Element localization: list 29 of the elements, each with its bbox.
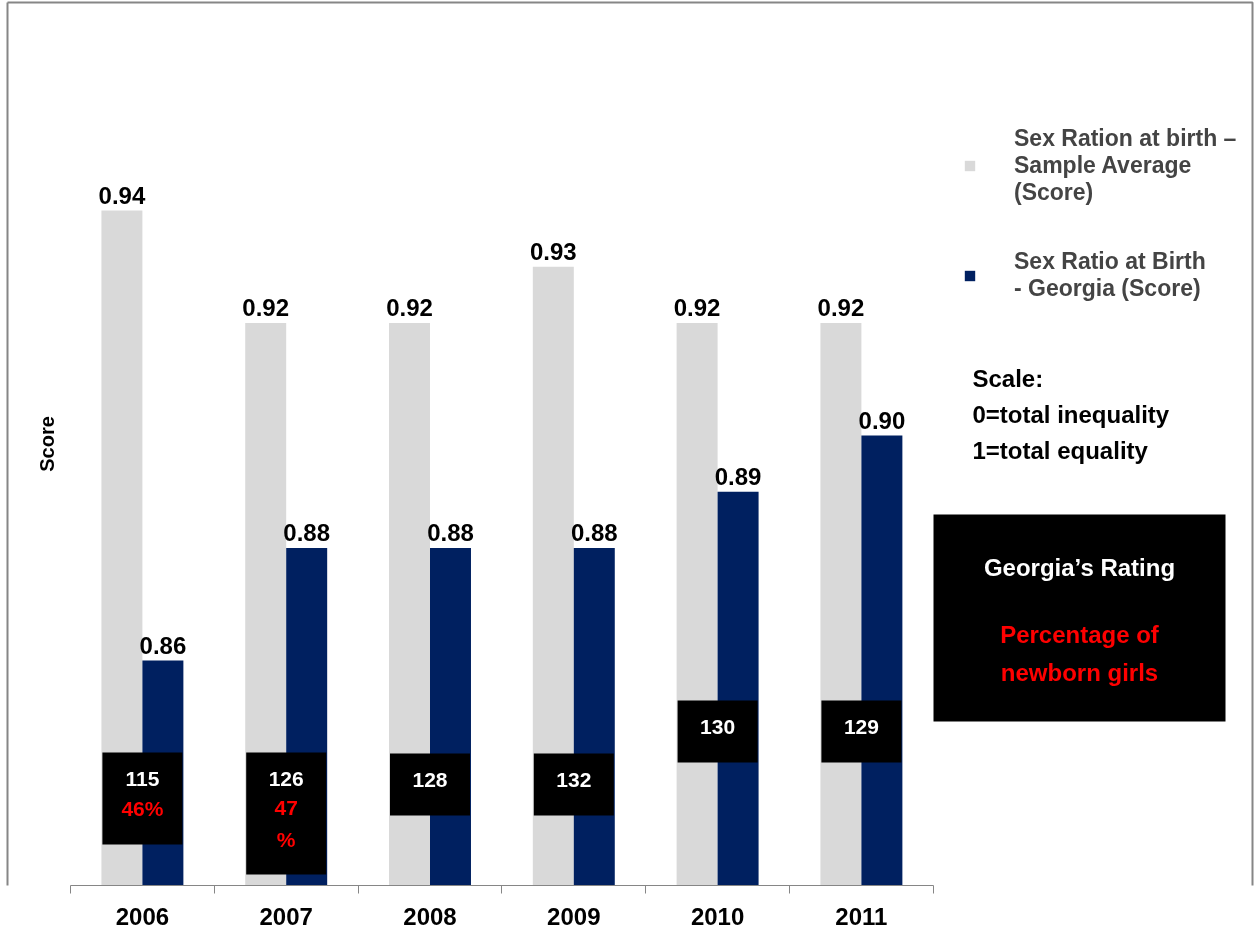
text: Georgia’s Rating Percentage of newborn girls [983, 554, 1176, 686]
legend-label: Sex Ratio at Birth - Georgia (Score) [1014, 248, 1206, 302]
data-label: 0.88 [427, 519, 474, 547]
x-tick-label: 2011 [835, 902, 888, 930]
data-label: 0.93 [529, 237, 577, 265]
x-tick-label: 2006 [115, 902, 170, 930]
text: Scale: 0=total inequality 1=total equality [972, 364, 1170, 465]
legend-label: Sex Ration at birth – Sample Average (Score) [1014, 125, 1237, 206]
data-label: 0.92 [673, 294, 721, 322]
annotation: 115 46% [121, 766, 164, 820]
data-label: 0.88 [570, 519, 618, 547]
annotation: 130 [700, 714, 736, 738]
data-label: 0.92 [817, 294, 865, 322]
data-label: 0.86 [139, 631, 187, 659]
x-tick-label: 2009 [547, 902, 601, 930]
annotation: 132 [556, 767, 592, 791]
annotation: 129 [843, 714, 879, 738]
data-label: 0.88 [283, 519, 331, 547]
y-axis-title: Score [35, 416, 58, 472]
annotation: 128 [412, 767, 448, 791]
x-tick-label: 2010 [690, 902, 745, 930]
x-tick-label: 2007 [259, 902, 313, 930]
data-label: 0.94 [98, 181, 146, 209]
x-tick-label: 2008 [403, 902, 457, 930]
data-label: 0.92 [386, 294, 433, 322]
data-label: 0.90 [858, 406, 906, 434]
annotation: 126 47 % [268, 766, 304, 852]
data-label: 0.92 [242, 294, 290, 322]
data-label: 0.89 [714, 462, 762, 490]
